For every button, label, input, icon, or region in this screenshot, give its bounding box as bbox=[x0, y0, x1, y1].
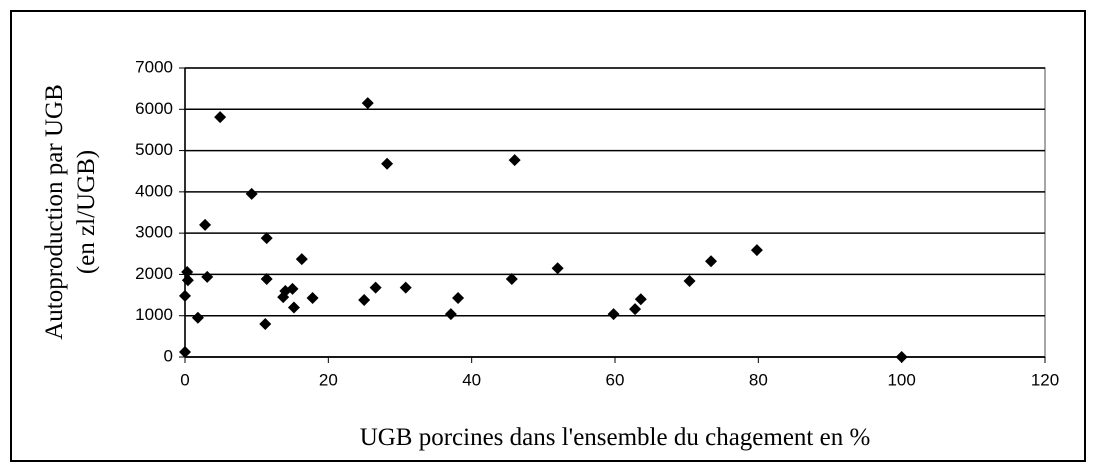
point bbox=[245, 187, 258, 200]
point bbox=[358, 294, 371, 307]
y-tick-label: 0 bbox=[164, 346, 173, 365]
point bbox=[683, 275, 696, 288]
point bbox=[201, 270, 214, 283]
point bbox=[750, 244, 763, 257]
point bbox=[286, 282, 299, 295]
y-tick-label: 6000 bbox=[135, 99, 173, 118]
point bbox=[259, 317, 272, 330]
y-tick-label: 1000 bbox=[135, 305, 173, 324]
point bbox=[260, 272, 273, 285]
point bbox=[295, 253, 308, 266]
y-tick-label: 7000 bbox=[135, 57, 173, 76]
point bbox=[551, 262, 564, 275]
point bbox=[505, 272, 518, 285]
point bbox=[260, 232, 273, 245]
y-tick-label: 5000 bbox=[135, 140, 173, 159]
point bbox=[629, 303, 642, 316]
point bbox=[895, 351, 908, 363]
point bbox=[191, 311, 204, 324]
y-tick-label: 2000 bbox=[135, 264, 173, 283]
x-tick-label: 20 bbox=[319, 370, 338, 389]
point bbox=[444, 308, 457, 321]
y-tick-label: 3000 bbox=[135, 223, 173, 242]
point bbox=[361, 97, 374, 110]
point bbox=[181, 274, 194, 287]
y-axis-label: Autoproduction par UGB bbox=[41, 84, 68, 340]
x-tick-label: 120 bbox=[1031, 370, 1059, 389]
point bbox=[179, 289, 191, 302]
x-tick-label: 100 bbox=[887, 370, 915, 389]
point bbox=[287, 301, 300, 314]
point bbox=[199, 218, 212, 231]
x-tick-label: 0 bbox=[180, 370, 189, 389]
y-tick-label: 4000 bbox=[135, 181, 173, 200]
point bbox=[214, 111, 227, 124]
x-tick-label: 40 bbox=[462, 370, 481, 389]
y-axis-label: (en zl/UGB) bbox=[73, 150, 100, 274]
point bbox=[634, 293, 647, 306]
point bbox=[607, 308, 620, 321]
point bbox=[306, 291, 319, 304]
point bbox=[399, 281, 412, 294]
point bbox=[452, 291, 465, 304]
x-tick-label: 60 bbox=[606, 370, 625, 389]
point bbox=[508, 154, 521, 167]
point bbox=[381, 157, 394, 170]
x-axis-label: UGB porcines dans l'ensemble du chagemen… bbox=[360, 424, 871, 451]
point bbox=[181, 265, 194, 278]
point bbox=[179, 346, 191, 359]
point bbox=[369, 281, 382, 294]
point bbox=[705, 255, 718, 268]
frame bbox=[10, 10, 1086, 462]
x-tick-label: 80 bbox=[749, 370, 768, 389]
